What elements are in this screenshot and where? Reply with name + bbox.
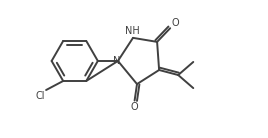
Text: Cl: Cl <box>36 91 45 101</box>
Text: N: N <box>113 56 121 66</box>
Text: NH: NH <box>125 26 139 36</box>
Text: O: O <box>172 18 179 28</box>
Text: O: O <box>131 102 138 112</box>
